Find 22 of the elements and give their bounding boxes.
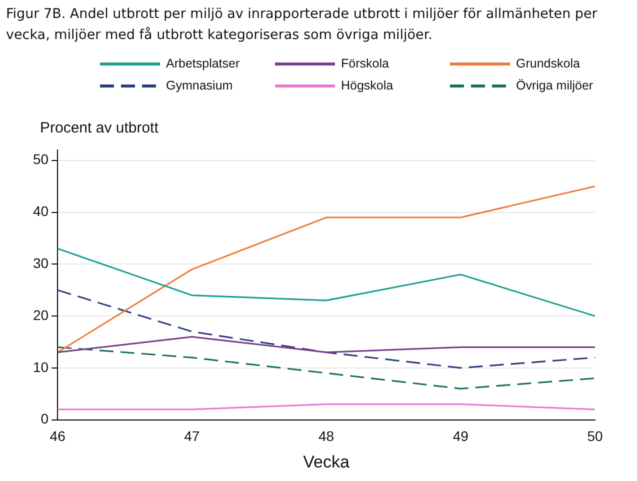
x-tick-label: 46: [50, 428, 66, 444]
y-axis-title: Procent av utbrott: [40, 120, 160, 137]
legend-label: Högskola: [341, 78, 394, 92]
legend-label: Arbetsplatser: [166, 56, 240, 70]
legend-label: Grundskola: [516, 56, 580, 70]
y-tick-label: 50: [32, 151, 49, 168]
x-tick-label: 50: [587, 428, 603, 444]
x-axis-title: Vecka: [303, 452, 350, 472]
line-series: [58, 289, 595, 369]
x-tick-label: 47: [184, 428, 200, 444]
chart-title: Figur 7B. Andel utbrott per miljö av inrapporterade utbrott i miljöer för allmänheten per vecka, miljöer med få utbrott kategoriseras som övriga miljöer.: [6, 5, 598, 45]
x-tick-label: 49: [452, 428, 469, 444]
line-series: [58, 346, 595, 390]
legend-label: Förskola: [341, 56, 389, 70]
y-tick-label: 30: [32, 255, 49, 272]
x-tick-label: 48: [318, 428, 334, 444]
legend-label: Övriga miljöer: [516, 78, 594, 92]
y-tick-label: 20: [32, 306, 49, 323]
legend-label: Gymnasium: [166, 78, 233, 92]
y-tick-label: 40: [32, 203, 49, 220]
y-tick-label: 10: [32, 358, 49, 375]
y-tick-label: 0: [40, 410, 49, 427]
